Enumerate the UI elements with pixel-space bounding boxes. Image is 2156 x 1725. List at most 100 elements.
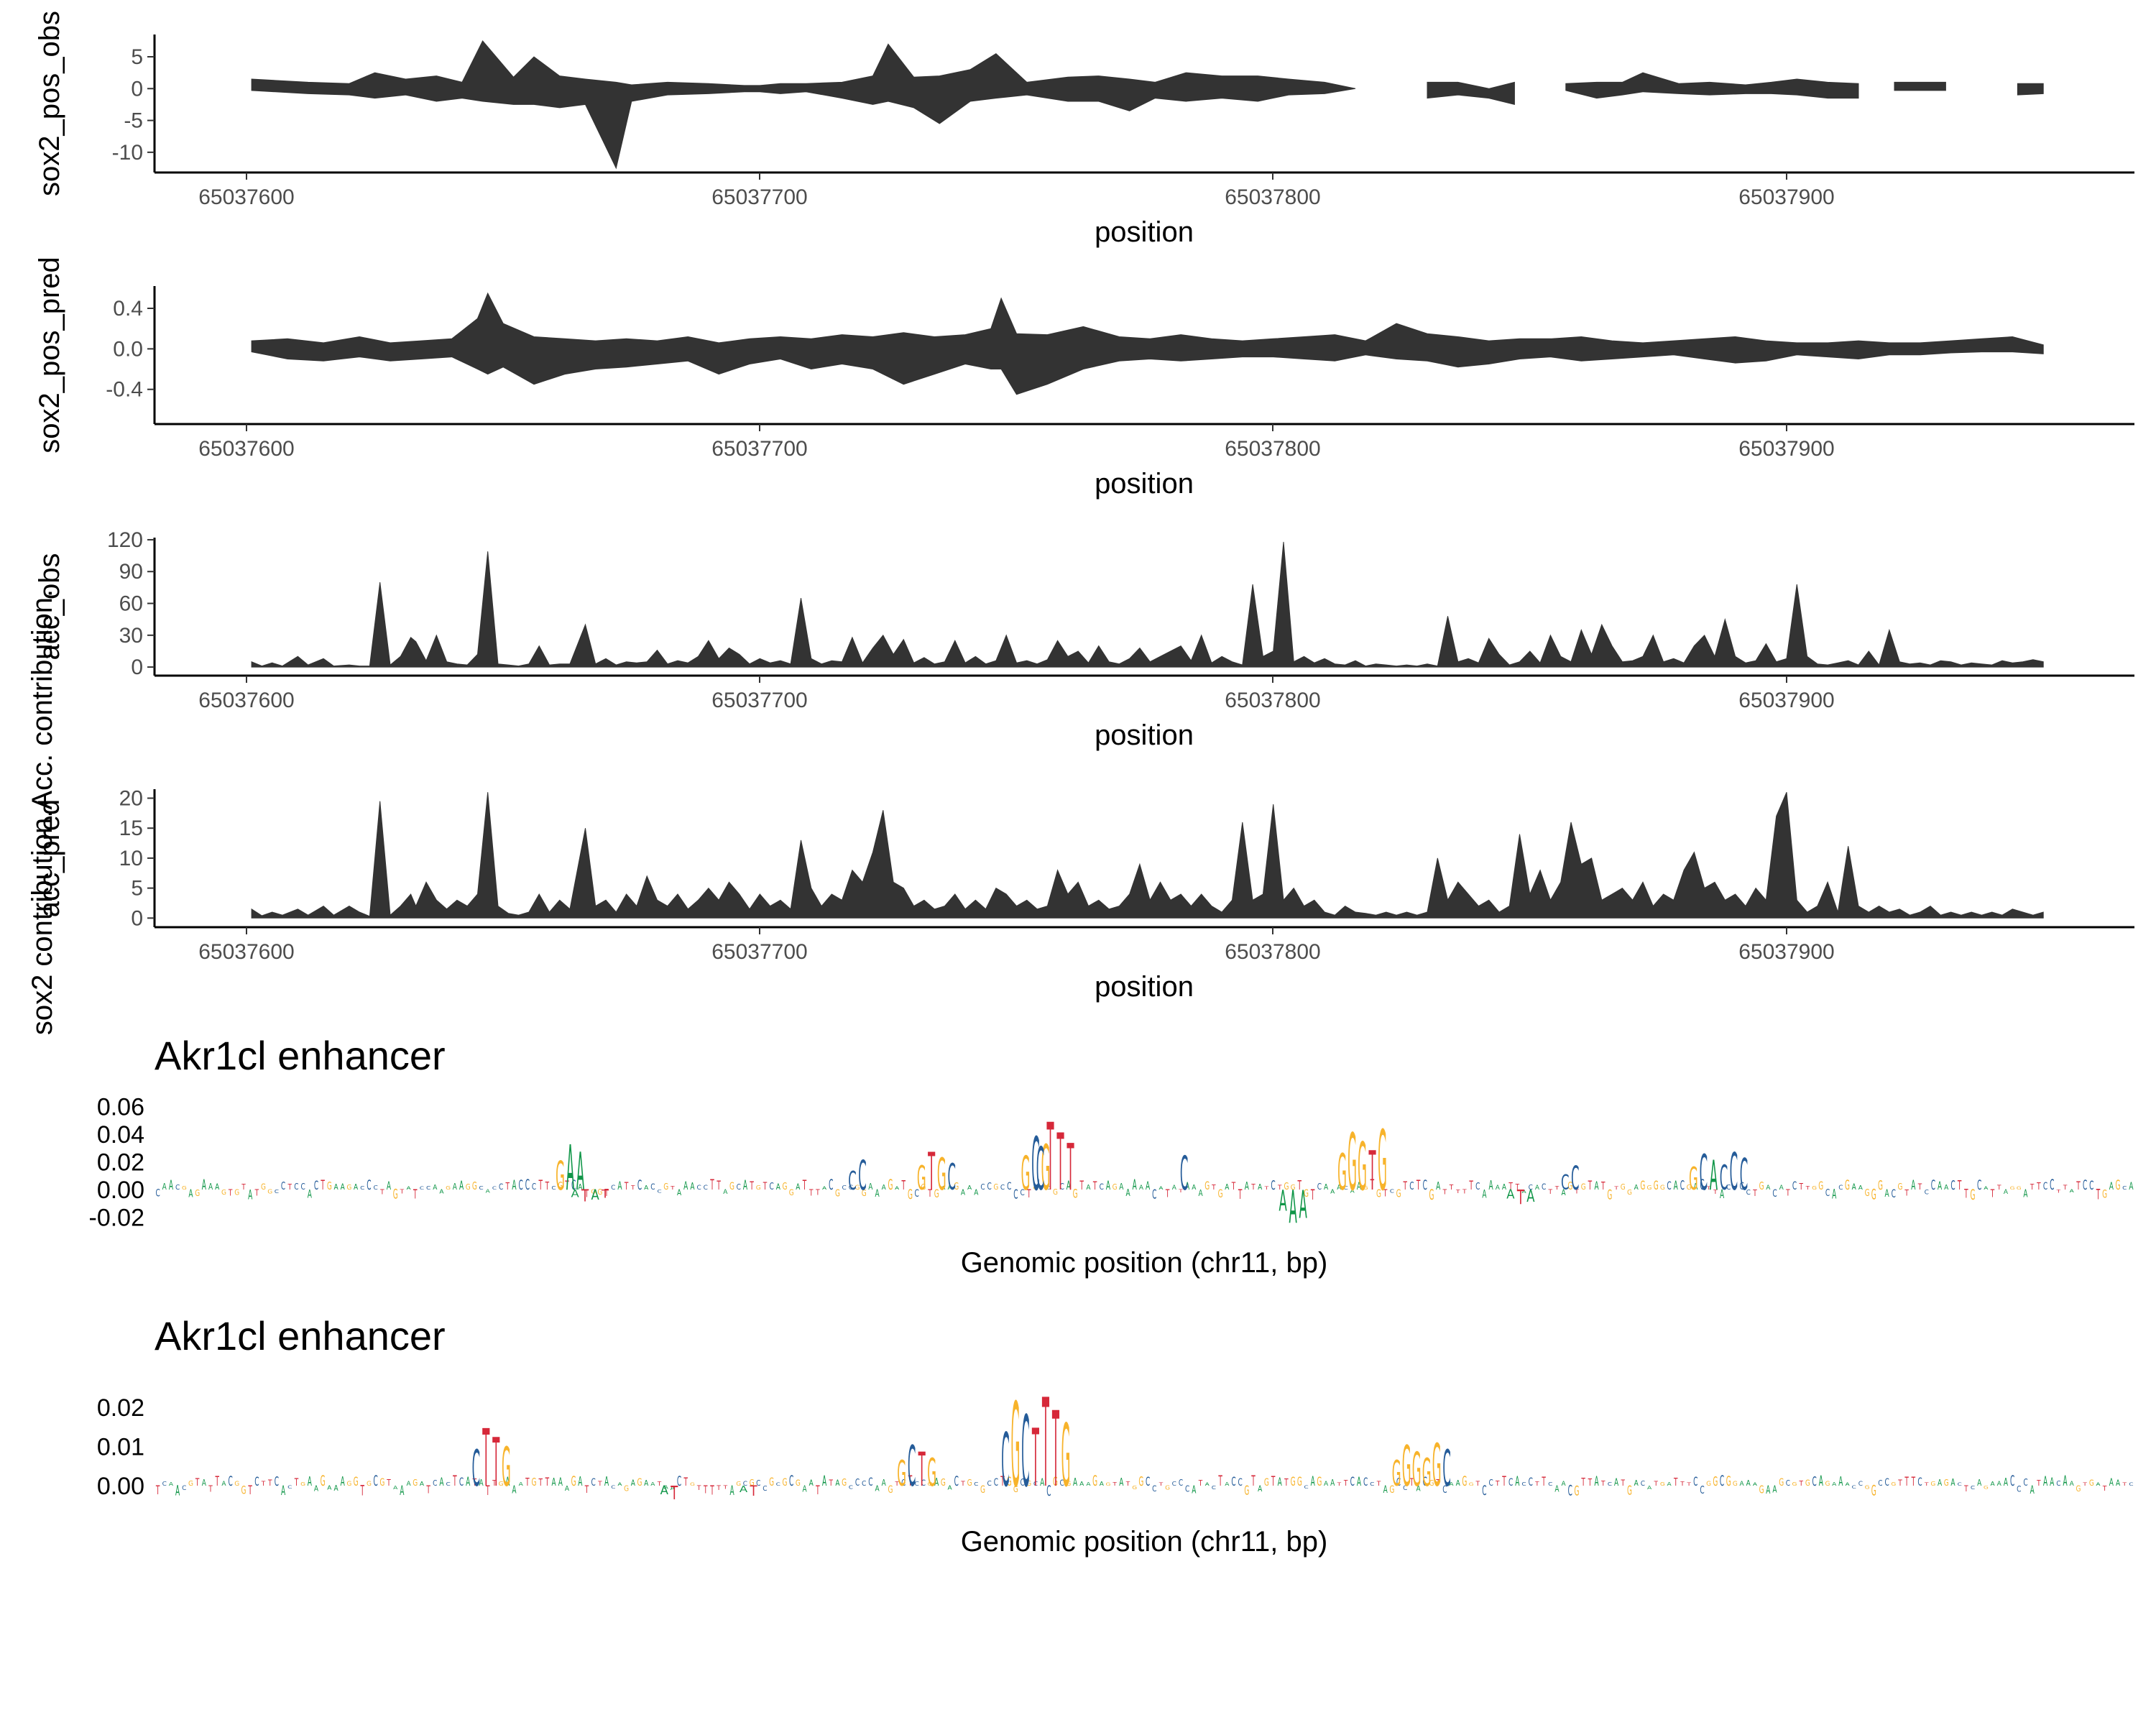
- logo-letter: G: [934, 1188, 939, 1201]
- logo-letter: C: [1060, 1479, 1064, 1488]
- logo-letter: C: [1693, 1476, 1697, 1489]
- logo-letter: A: [1416, 1485, 1421, 1494]
- logo-letter: A: [565, 1485, 570, 1494]
- logo-letter: A: [671, 1485, 675, 1492]
- logo-letter: A: [2070, 1481, 2074, 1488]
- series-area-1-4: [1894, 81, 1946, 91]
- logo-letter: T: [1713, 1189, 1718, 1196]
- logo-letter: T: [1158, 1481, 1164, 1486]
- logo-letter: G: [1647, 1184, 1652, 1191]
- logo-letter: T: [802, 1177, 807, 1193]
- logo-letter: G: [1429, 1479, 1434, 1488]
- logo-letter: T: [584, 1187, 589, 1200]
- logo-letter: T: [1271, 1475, 1275, 1489]
- logo-letter: G: [1429, 1187, 1434, 1203]
- series-area-3: [251, 541, 2044, 668]
- logo-letter: G: [1871, 1186, 1876, 1202]
- logo-letter: G: [842, 1477, 847, 1488]
- logo-letter: C: [1152, 1485, 1156, 1494]
- logo-letter: G: [597, 1189, 602, 1197]
- logo-letter: G: [1930, 1481, 1935, 1487]
- logo-letter: A: [974, 1189, 978, 1197]
- logo-letter: A: [576, 1142, 584, 1202]
- logo-letter: C: [1667, 1179, 1671, 1192]
- logo-letter: C: [1304, 1485, 1308, 1490]
- logo-letter: T: [1079, 1179, 1084, 1193]
- logo-letter: C: [915, 1481, 919, 1487]
- x-axis-title: position: [1095, 971, 1194, 1003]
- logo-letter: C: [2010, 1473, 2014, 1489]
- logo-y-tick-label: 0.02: [97, 1394, 144, 1422]
- logo-letter: A: [644, 1184, 648, 1191]
- logo-letter: A: [941, 1184, 946, 1191]
- logo-letter: A: [1852, 1182, 1857, 1192]
- logo-letter: C: [842, 1184, 847, 1191]
- logo-letter: G: [1348, 1118, 1357, 1209]
- logo-letter: G: [835, 1187, 840, 1198]
- logo-letter: A: [1225, 1183, 1229, 1192]
- logo-letter: T: [901, 1179, 906, 1193]
- logo-letter: C: [1700, 1177, 1704, 1193]
- logo-letter: A: [1125, 1188, 1130, 1199]
- logo-letter: C: [1884, 1476, 1889, 1489]
- logo-letter: A: [578, 1475, 582, 1489]
- logo-letter: A: [1040, 1476, 1044, 1489]
- logo-letter: G: [1422, 1452, 1432, 1496]
- track-panel-1: 5 0 -5 -10 65037600 65037700 65037800 65037900 p…: [34, 11, 2134, 248]
- logo-letter: A: [439, 1476, 443, 1489]
- logo-letter: T: [716, 1485, 721, 1492]
- logo-letter: G: [1865, 1485, 1870, 1491]
- logo-letter: C: [1568, 1482, 1572, 1499]
- logo-letter: A: [631, 1478, 636, 1488]
- logo-letter: G: [789, 1189, 794, 1197]
- x-tick-label: 65037700: [711, 940, 807, 964]
- logo-letter: A: [1172, 1184, 1176, 1192]
- logo-letter: A: [882, 1477, 887, 1488]
- logo-letter: T: [1508, 1180, 1514, 1192]
- logo-letter: A: [1772, 1484, 1777, 1496]
- logo-letter: A: [1311, 1475, 1315, 1489]
- logo-letter: A: [1185, 1180, 1189, 1192]
- x-tick-label: 65037600: [198, 185, 294, 209]
- logo-letter: C: [1036, 1135, 1045, 1204]
- logo-letter: C: [987, 1181, 992, 1192]
- logo-letter: C: [314, 1179, 318, 1193]
- logo-letter: A: [341, 1182, 345, 1192]
- logo-letter: C: [1350, 1475, 1355, 1489]
- logo-letter: A: [314, 1485, 318, 1494]
- logo-letter: C: [1212, 1484, 1217, 1491]
- logo-letter: C: [1726, 1184, 1731, 1192]
- logo-letter: C: [1423, 1475, 1427, 1489]
- logo-letter: T: [763, 1180, 768, 1192]
- y-tick-label: -10: [112, 141, 143, 165]
- logo-letter: T: [1516, 1187, 1524, 1209]
- logo-letter: G: [1567, 1180, 1572, 1192]
- y-tick-label: -5: [124, 109, 143, 133]
- logo-letter: G: [1621, 1183, 1626, 1192]
- logo-letter: A: [961, 1189, 965, 1197]
- logo-letter: T: [604, 1188, 609, 1199]
- logo-letter: T: [2030, 1183, 2035, 1192]
- logo-letter: C: [743, 1481, 747, 1488]
- logo-letter: T: [1990, 1187, 1995, 1200]
- logo-letter: T: [1799, 1181, 1804, 1192]
- logo-letter: T: [1534, 1481, 1539, 1487]
- logo-letter: C: [360, 1185, 365, 1191]
- logo-letter: A: [1357, 1180, 1362, 1192]
- logo-letter: G: [1812, 1185, 1817, 1191]
- logo-y-tick-label: 0.04: [97, 1121, 144, 1149]
- logo-letter: C: [591, 1476, 596, 1489]
- logo-letter: C: [1001, 1418, 1010, 1504]
- logo-letter: C: [1680, 1179, 1685, 1193]
- logo-letter: T: [1653, 1481, 1658, 1488]
- logo-letter: T: [1733, 1185, 1738, 1191]
- logo-letter: C: [446, 1481, 451, 1487]
- logo-letter: G: [729, 1180, 734, 1192]
- logo-letter: A: [1337, 1184, 1342, 1192]
- logo-letter: T: [1284, 1476, 1289, 1489]
- logo-letter: A: [1515, 1475, 1519, 1489]
- logo-letter: A: [486, 1189, 491, 1195]
- logo-letter: A: [1324, 1183, 1328, 1192]
- logo-letter: C: [1409, 1179, 1414, 1192]
- logo-letter: C: [459, 1476, 464, 1489]
